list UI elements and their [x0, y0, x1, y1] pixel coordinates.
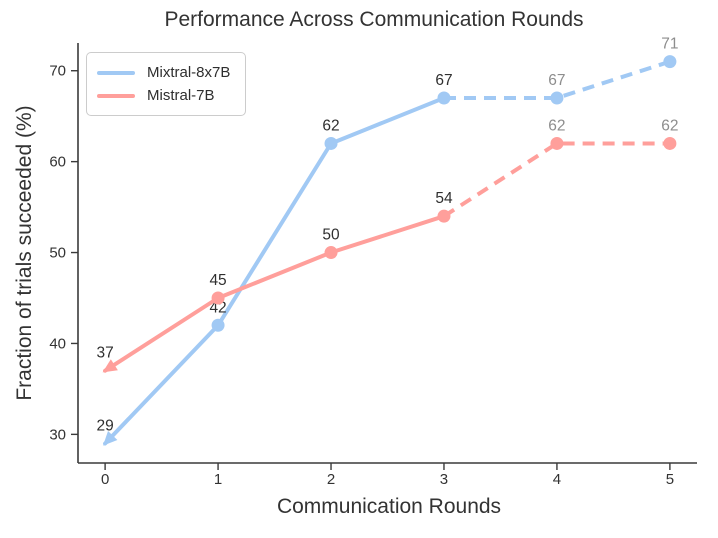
- legend-entry-mixtral: Mixtral-8x7B: [93, 61, 235, 84]
- y-axis-label: Fraction of trials succeeded (%): [13, 105, 36, 401]
- legend-label: Mixtral-8x7B: [147, 64, 231, 81]
- start-arrow-icon: [102, 359, 118, 373]
- data-point: [437, 91, 451, 105]
- y-tick-label: 50: [49, 245, 66, 262]
- data-label: 67: [548, 72, 565, 89]
- data-label: 29: [96, 417, 113, 434]
- y-tick-label: 30: [49, 426, 66, 443]
- data-label: 62: [322, 117, 339, 134]
- x-tick-label: 3: [440, 471, 448, 488]
- data-point: [663, 136, 677, 150]
- data-point: [437, 209, 451, 223]
- x-tick-label: 4: [553, 471, 561, 488]
- y-tick-label: 70: [49, 63, 66, 80]
- x-tick-label: 0: [101, 471, 109, 488]
- data-point: [211, 318, 225, 332]
- y-tick-label: 60: [49, 154, 66, 171]
- legend-line-swatch-red: [97, 93, 135, 98]
- legend-entry-mistral: Mistral-7B: [93, 84, 235, 107]
- data-label: 67: [435, 72, 452, 89]
- data-point: [550, 136, 564, 150]
- chart-title: Performance Across Communication Rounds: [164, 8, 584, 31]
- data-point: [663, 55, 677, 69]
- data-label: 71: [661, 36, 678, 53]
- x-tick-label: 5: [666, 471, 674, 488]
- legend: Mixtral-8x7B Mistral-7B: [86, 52, 246, 116]
- data-label: 45: [209, 272, 226, 289]
- series-line-solid: [103, 96, 446, 446]
- data-label: 62: [548, 117, 565, 134]
- data-point: [324, 246, 338, 260]
- y-tick-label: 40: [49, 335, 66, 352]
- data-label: 50: [322, 227, 340, 244]
- data-label: 37: [96, 345, 113, 362]
- series-line-solid: [103, 214, 446, 373]
- data-label: 62: [661, 117, 678, 134]
- series-line-dashed: [442, 141, 670, 218]
- legend-line-swatch-blue: [97, 70, 135, 75]
- legend-label: Mistral-7B: [147, 87, 215, 104]
- data-label: 54: [435, 190, 453, 207]
- data-label: 42: [209, 299, 226, 316]
- x-tick-label: 2: [327, 471, 335, 488]
- x-tick-label: 1: [214, 471, 222, 488]
- x-axis-label: Communication Rounds: [276, 495, 502, 518]
- data-point: [211, 291, 225, 305]
- start-arrow-icon: [103, 431, 118, 446]
- data-point: [550, 91, 564, 105]
- data-point: [324, 136, 338, 150]
